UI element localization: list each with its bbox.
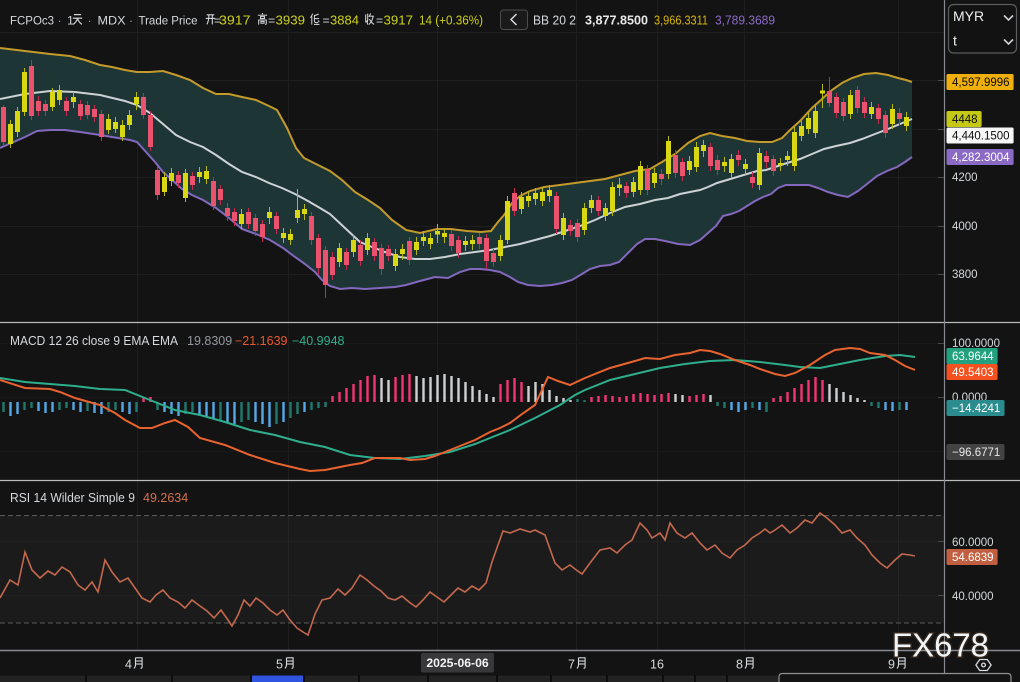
- svg-text:4,440.1500: 4,440.1500: [952, 131, 1010, 143]
- svg-text:3800: 3800: [952, 269, 978, 281]
- svg-text:9: 9: [888, 658, 895, 672]
- svg-text:3939: 3939: [276, 13, 306, 28]
- svg-text:4,282.3004: 4,282.3004: [952, 152, 1010, 164]
- svg-text:3,789.3689: 3,789.3689: [715, 14, 775, 28]
- svg-text:5: 5: [276, 658, 283, 672]
- svg-text:=: =: [376, 14, 383, 28]
- svg-text:FX678: FX678: [892, 627, 989, 664]
- svg-text:3,877.8500: 3,877.8500: [585, 14, 648, 28]
- svg-text:4: 4: [125, 658, 132, 672]
- svg-text:4000: 4000: [952, 221, 978, 233]
- svg-text:RSI 14 Wilder Simple 9: RSI 14 Wilder Simple 9: [10, 491, 135, 505]
- svg-text:3,966.3311: 3,966.3311: [654, 14, 708, 28]
- svg-text:·: ·: [88, 14, 92, 28]
- svg-text:Trade Price: Trade Price: [139, 14, 198, 28]
- svg-text:−96.6771: −96.6771: [952, 447, 1000, 459]
- svg-text:7: 7: [568, 658, 575, 672]
- svg-text:14 (+0.36%): 14 (+0.36%): [419, 13, 483, 28]
- svg-text:=: =: [214, 14, 221, 28]
- svg-text:16: 16: [650, 658, 664, 672]
- svg-text:MACD 12 26 close 9 EMA EMA: MACD 12 26 close 9 EMA EMA: [10, 334, 179, 348]
- svg-text:8: 8: [736, 658, 743, 672]
- svg-text:3917: 3917: [219, 13, 251, 28]
- svg-text:4448: 4448: [952, 114, 978, 126]
- svg-text:−40.9948: −40.9948: [292, 334, 345, 348]
- svg-text:60.0000: 60.0000: [952, 537, 994, 549]
- svg-text:FX678: FX678: [892, 627, 989, 664]
- svg-text:49.2634: 49.2634: [143, 491, 188, 505]
- svg-text:3917: 3917: [384, 13, 414, 28]
- svg-text:=: =: [268, 14, 275, 28]
- svg-text:100.0000: 100.0000: [952, 338, 1000, 350]
- svg-text:t: t: [953, 33, 957, 49]
- svg-text:MDX: MDX: [98, 14, 126, 28]
- svg-text:BB 20 2: BB 20 2: [533, 14, 576, 28]
- svg-text:·: ·: [58, 14, 62, 28]
- svg-text:4200: 4200: [952, 172, 978, 184]
- svg-text:1: 1: [67, 14, 74, 28]
- svg-text:4,597.9996: 4,597.9996: [952, 77, 1010, 89]
- svg-text:MYR: MYR: [953, 8, 984, 24]
- svg-text:2025-06-06: 2025-06-06: [426, 656, 489, 670]
- svg-text:−14.4241: −14.4241: [952, 403, 1000, 415]
- svg-text:49.5403: 49.5403: [952, 367, 994, 379]
- svg-text:40.0000: 40.0000: [952, 591, 994, 603]
- svg-text:−21.1639: −21.1639: [235, 334, 288, 348]
- svg-text:63.9644: 63.9644: [952, 351, 994, 363]
- svg-text:=: =: [323, 14, 330, 28]
- svg-text:3884: 3884: [330, 13, 359, 28]
- svg-text:54.6839: 54.6839: [952, 552, 994, 564]
- svg-text:FCPOc3: FCPOc3: [10, 14, 54, 28]
- svg-text:·: ·: [129, 14, 133, 28]
- svg-text:19.8309: 19.8309: [187, 334, 232, 348]
